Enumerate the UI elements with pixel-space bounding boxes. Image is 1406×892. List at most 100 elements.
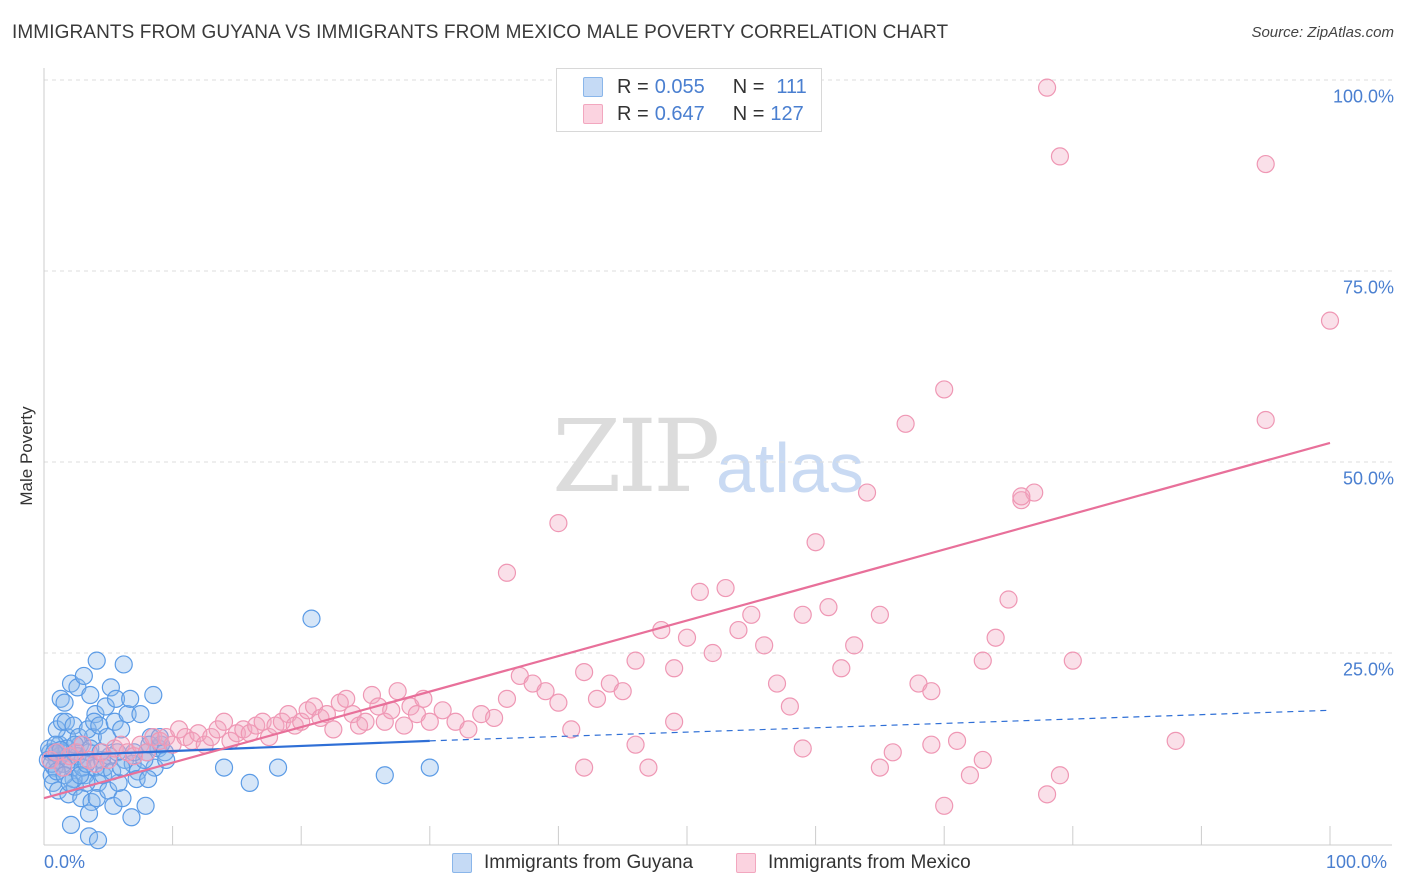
y-tick-label-75: 75.0% <box>1342 277 1394 298</box>
legend-row-mexico: R = 0.647 N = 127 <box>583 101 804 127</box>
mexico-point <box>202 727 221 747</box>
mexico-point <box>947 731 967 750</box>
mexico-point <box>626 651 645 670</box>
mexico-point <box>356 712 375 731</box>
mexico-point <box>819 598 838 617</box>
legend-row-guyana: R = 0.055 N = 111 <box>583 74 807 100</box>
guyana-point <box>113 789 132 808</box>
guyana-point <box>136 796 155 815</box>
guyana-point <box>121 689 140 708</box>
mexico-point <box>497 689 517 708</box>
guyana-trendline-extension <box>429 709 1331 742</box>
mexico-point <box>793 739 812 758</box>
mexico-point <box>883 743 902 762</box>
mexico-point <box>549 514 568 533</box>
mexico-point <box>896 414 915 433</box>
mexico-point <box>73 735 92 754</box>
mexico-point <box>999 590 1018 609</box>
guyana-point <box>79 827 99 846</box>
legend-n-label: N = <box>732 102 765 125</box>
bottom-legend-label-mexico: Immigrants from Mexico <box>768 852 971 873</box>
y-tick-label-50: 50.0% <box>1342 468 1394 489</box>
mexico-point <box>1012 487 1031 506</box>
mexico-trendline <box>43 441 1331 800</box>
watermark-zip: ZIP <box>552 398 720 515</box>
guyana-point <box>101 678 120 697</box>
guyana-point <box>118 705 137 724</box>
guyana-point <box>420 758 439 777</box>
chart-title: IMMIGRANTS FROM GUYANA VS IMMIGRANTS FRO… <box>12 22 949 43</box>
mexico-point <box>562 720 581 739</box>
mexico-point <box>935 380 954 399</box>
mexico-point <box>716 578 735 598</box>
guyana-point <box>74 666 93 686</box>
bottom-legend-swatch-mexico <box>736 853 756 873</box>
mexico-point <box>832 659 851 678</box>
mexico-point <box>459 720 478 739</box>
mexico-point <box>208 720 227 739</box>
guyana-point <box>88 831 108 850</box>
mexico-point <box>690 582 709 601</box>
mexico-point <box>1050 766 1070 785</box>
mexico-point <box>394 716 414 735</box>
mexico-point <box>639 758 658 777</box>
mexico-point <box>388 682 407 701</box>
legend-n-label: N = <box>732 75 765 98</box>
mexico-point <box>337 689 356 708</box>
guyana-point <box>55 693 74 712</box>
mexico-point <box>375 712 394 731</box>
mexico-point <box>214 712 234 731</box>
mexico-point <box>755 636 774 655</box>
mexico-point <box>99 750 118 770</box>
y-tick-label-25: 25.0% <box>1342 659 1394 680</box>
mexico-point <box>1037 785 1057 804</box>
mexico-point <box>1063 651 1082 670</box>
watermark-atlas: atlas <box>716 429 864 507</box>
mexico-point <box>1037 78 1057 97</box>
guyana-point <box>106 689 126 708</box>
mexico-point <box>677 628 697 647</box>
guyana-point <box>70 766 90 785</box>
mexico-point <box>485 708 504 728</box>
guyana-point <box>240 773 259 792</box>
legend-swatch-guyana <box>583 77 603 97</box>
mexico-point <box>497 563 517 582</box>
bottom-legend-guyana: Immigrants from Guyana <box>452 852 693 874</box>
guyana-point <box>61 815 81 835</box>
mexico-point <box>1256 154 1275 174</box>
mexico-point <box>549 693 568 712</box>
mexico-point <box>626 735 645 754</box>
x-tick-label-0: 0.0% <box>44 852 86 872</box>
stats-legend: R = 0.055 N = 111 R = 0.647 N = 127 <box>556 68 822 132</box>
mexico-point <box>845 636 864 655</box>
mexico-point <box>665 659 684 678</box>
mexico-point <box>870 758 890 777</box>
mexico-point <box>767 674 787 693</box>
legend-r-value: 0.055 <box>654 75 705 98</box>
mexico-point <box>922 735 941 754</box>
guyana-point <box>302 609 321 628</box>
mexico-point <box>575 662 594 682</box>
legend-n-value: 111 <box>776 75 807 98</box>
guyana-point <box>268 758 288 777</box>
mexico-point <box>362 685 382 705</box>
bottom-legend-swatch-guyana <box>452 853 472 873</box>
mexico-point <box>973 750 992 770</box>
guyana-point <box>87 651 106 670</box>
legend-n-value: 127 <box>770 102 804 125</box>
guyana-point <box>214 758 234 777</box>
mexico-point <box>1166 731 1185 750</box>
guyana-point <box>79 804 99 823</box>
guyana-point <box>64 716 83 735</box>
mexico-point <box>986 628 1005 647</box>
mexico-point <box>857 483 877 502</box>
legend-r-label: R = <box>617 75 649 98</box>
mexico-point <box>54 758 73 777</box>
mexico-point <box>960 766 980 785</box>
mexico-point <box>420 712 439 731</box>
mexico-point <box>536 682 555 701</box>
legend-r-value: 0.647 <box>654 102 705 125</box>
x-tick-label-100: 100.0% <box>1326 852 1388 872</box>
mexico-point <box>665 712 684 731</box>
